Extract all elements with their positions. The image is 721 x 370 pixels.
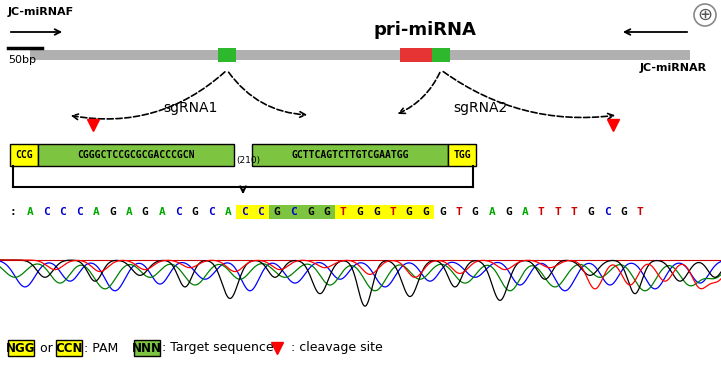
- Text: G: G: [324, 207, 330, 217]
- Text: A: A: [27, 207, 33, 217]
- Text: CCN: CCN: [56, 342, 83, 354]
- Text: 50bp: 50bp: [8, 55, 36, 65]
- Text: G: G: [505, 207, 512, 217]
- Bar: [30, 50, 690, 60]
- Text: (210): (210): [236, 157, 260, 165]
- Text: : PAM: : PAM: [84, 342, 118, 354]
- Bar: [134, 340, 160, 356]
- Text: C: C: [59, 207, 66, 217]
- Text: G: G: [423, 207, 429, 217]
- Text: A: A: [92, 207, 99, 217]
- Bar: [252, 144, 448, 166]
- Text: :: :: [10, 207, 17, 217]
- Text: ⊕: ⊕: [697, 6, 712, 24]
- Bar: [335, 205, 352, 219]
- Text: G: G: [588, 207, 594, 217]
- Bar: [218, 48, 236, 62]
- Text: CGGGCTCCGCGCGACCCGCN: CGGGCTCCGCGCGACCCGCN: [77, 150, 195, 160]
- Bar: [236, 205, 252, 219]
- Bar: [384, 205, 401, 219]
- Text: C: C: [43, 207, 50, 217]
- Text: NNN: NNN: [132, 342, 162, 354]
- Bar: [56, 340, 82, 356]
- Text: C: C: [291, 207, 297, 217]
- Text: G: G: [191, 207, 198, 217]
- Text: pri-miRNA: pri-miRNA: [373, 21, 477, 39]
- Text: A: A: [125, 207, 132, 217]
- Text: A: A: [224, 207, 231, 217]
- Text: G: G: [472, 207, 479, 217]
- Text: G: G: [406, 207, 412, 217]
- Text: C: C: [257, 207, 264, 217]
- Text: C: C: [604, 207, 611, 217]
- Text: G: G: [142, 207, 149, 217]
- Bar: [319, 205, 335, 219]
- Text: C: C: [208, 207, 215, 217]
- Bar: [401, 205, 417, 219]
- Text: C: C: [175, 207, 182, 217]
- Text: T: T: [538, 207, 544, 217]
- Text: T: T: [554, 207, 561, 217]
- Text: C: C: [76, 207, 83, 217]
- Bar: [10, 144, 38, 166]
- Bar: [252, 205, 269, 219]
- Text: CCG: CCG: [15, 150, 33, 160]
- Bar: [368, 205, 384, 219]
- Text: JC-miRNAF: JC-miRNAF: [8, 7, 74, 17]
- Text: T: T: [389, 207, 396, 217]
- Text: G: G: [109, 207, 115, 217]
- Bar: [417, 205, 434, 219]
- Bar: [432, 48, 450, 62]
- Bar: [448, 144, 476, 166]
- Text: NGG: NGG: [6, 342, 36, 354]
- Text: sgRNA2: sgRNA2: [453, 101, 507, 115]
- Text: : cleavage site: : cleavage site: [291, 342, 383, 354]
- Text: or: or: [36, 342, 57, 354]
- Text: A: A: [488, 207, 495, 217]
- Text: GCTTCAGTCTTGTCGAATGG: GCTTCAGTCTTGTCGAATGG: [291, 150, 409, 160]
- Text: G: G: [373, 207, 380, 217]
- Bar: [286, 205, 302, 219]
- Text: G: G: [307, 207, 314, 217]
- Text: G: G: [356, 207, 363, 217]
- Text: JC-miRNAR: JC-miRNAR: [640, 63, 707, 73]
- Text: sgRNA1: sgRNA1: [163, 101, 217, 115]
- Bar: [302, 205, 319, 219]
- Text: C: C: [241, 207, 247, 217]
- Bar: [8, 340, 34, 356]
- Text: G: G: [274, 207, 280, 217]
- Bar: [269, 205, 286, 219]
- Text: G: G: [620, 207, 627, 217]
- Text: G: G: [439, 207, 446, 217]
- Bar: [38, 144, 234, 166]
- Bar: [352, 205, 368, 219]
- Bar: [400, 48, 432, 62]
- Text: T: T: [571, 207, 578, 217]
- Text: T: T: [637, 207, 644, 217]
- Text: A: A: [521, 207, 528, 217]
- Circle shape: [694, 4, 716, 26]
- Text: TGG: TGG: [454, 150, 471, 160]
- Text: A: A: [159, 207, 165, 217]
- Text: T: T: [456, 207, 462, 217]
- Text: : Target sequence: : Target sequence: [162, 342, 274, 354]
- Text: T: T: [340, 207, 347, 217]
